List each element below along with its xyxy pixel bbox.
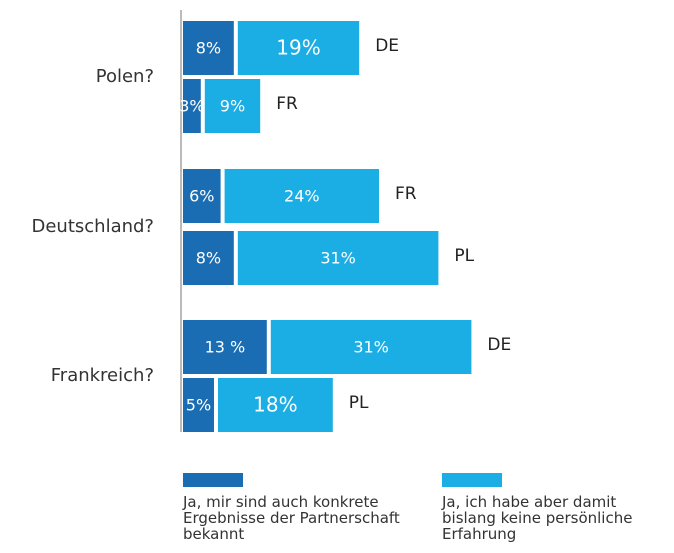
value-label: 19%: [276, 36, 320, 60]
legend-swatch: [183, 473, 243, 487]
value-label: 31%: [353, 338, 389, 357]
group-label: Deutschland?: [31, 216, 154, 237]
bar-segment: [183, 79, 201, 133]
value-label: 5%: [186, 396, 211, 415]
bar-label: FR: [395, 184, 417, 204]
value-label: 18%: [253, 393, 297, 417]
bar-label: DE: [375, 36, 399, 56]
value-label: 24%: [284, 187, 320, 206]
value-label: 8%: [196, 249, 221, 268]
bar-segment: [183, 231, 234, 285]
bar-segment: [237, 21, 360, 75]
value-label: 3%: [179, 97, 204, 116]
bar-segment: [183, 320, 267, 374]
value-label: 31%: [320, 249, 356, 268]
bar-segment: [218, 378, 333, 432]
value-label: 8%: [196, 39, 221, 58]
group-label: Polen?: [96, 66, 154, 87]
legend-label: Ja, mir sind auch konkrete Ergebnisse de…: [183, 493, 400, 543]
bar-segment: [237, 231, 439, 285]
legend-label: Ja, ich habe aber damit bislang keine pe…: [442, 493, 633, 543]
bar-segment: [183, 169, 221, 223]
legend-swatch: [442, 473, 502, 487]
bar-segment: [224, 169, 379, 223]
bar-segment: [183, 21, 234, 75]
bar-label: PL: [349, 393, 369, 413]
plot: 8% 19% DE 3% 9% FR Polen? 6% 24% FR 8% 31% PL Deutsch…: [31, 10, 511, 432]
value-label: 6%: [189, 187, 214, 206]
value-label: 9%: [220, 97, 245, 116]
group-label: Frankreich?: [51, 365, 154, 386]
bar-segment: [270, 320, 472, 374]
bar-segment: [204, 79, 261, 133]
bar-label: DE: [487, 335, 511, 355]
value-label: 13 %: [205, 338, 246, 357]
bar-segment: [183, 378, 214, 432]
bar-label: PL: [454, 246, 474, 266]
bar-label: FR: [276, 94, 298, 114]
